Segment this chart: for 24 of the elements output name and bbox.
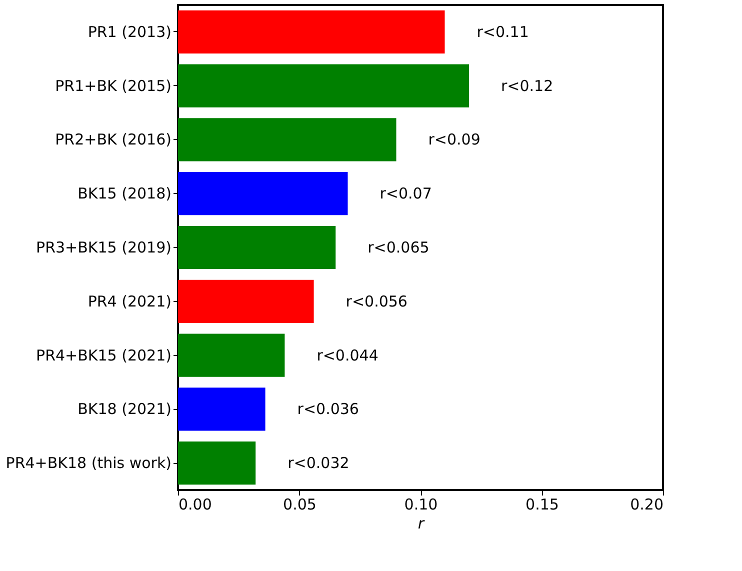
x-tick-label: 0.05: [283, 496, 316, 514]
x-tick-label: 0.15: [526, 496, 559, 514]
data-label: r<0.065: [368, 238, 430, 256]
y-tick-label: BK18 (2021): [78, 400, 172, 418]
y-tick-label: PR4+BK18 (this work): [6, 454, 172, 472]
x-tick-label: 0.20: [630, 496, 664, 514]
y-tick-label: PR2+BK (2016): [55, 130, 172, 149]
y-tick-label: PR1 (2013): [88, 22, 172, 41]
data-label: r<0.032: [288, 454, 350, 472]
x-tick-label: 0.00: [178, 496, 212, 514]
y-tick-label: PR4 (2021): [88, 292, 172, 310]
data-label: r<0.09: [428, 130, 480, 149]
data-label: r<0.036: [297, 400, 359, 418]
y-tick-label: PR1+BK (2015): [55, 76, 172, 95]
data-label: r<0.056: [346, 292, 408, 310]
y-tick-label: BK15 (2018): [78, 184, 172, 203]
x-axis-title: r: [418, 514, 425, 532]
data-label: r<0.044: [316, 346, 378, 364]
x-tick-label: 0.10: [404, 496, 438, 514]
y-tick-label: PR3+BK15 (2019): [36, 238, 172, 256]
data-label: r<0.11: [476, 22, 529, 41]
y-tick-label: PR4+BK15 (2021): [36, 346, 172, 364]
data-label: r<0.12: [501, 76, 554, 95]
data-label: r<0.07: [380, 184, 432, 203]
